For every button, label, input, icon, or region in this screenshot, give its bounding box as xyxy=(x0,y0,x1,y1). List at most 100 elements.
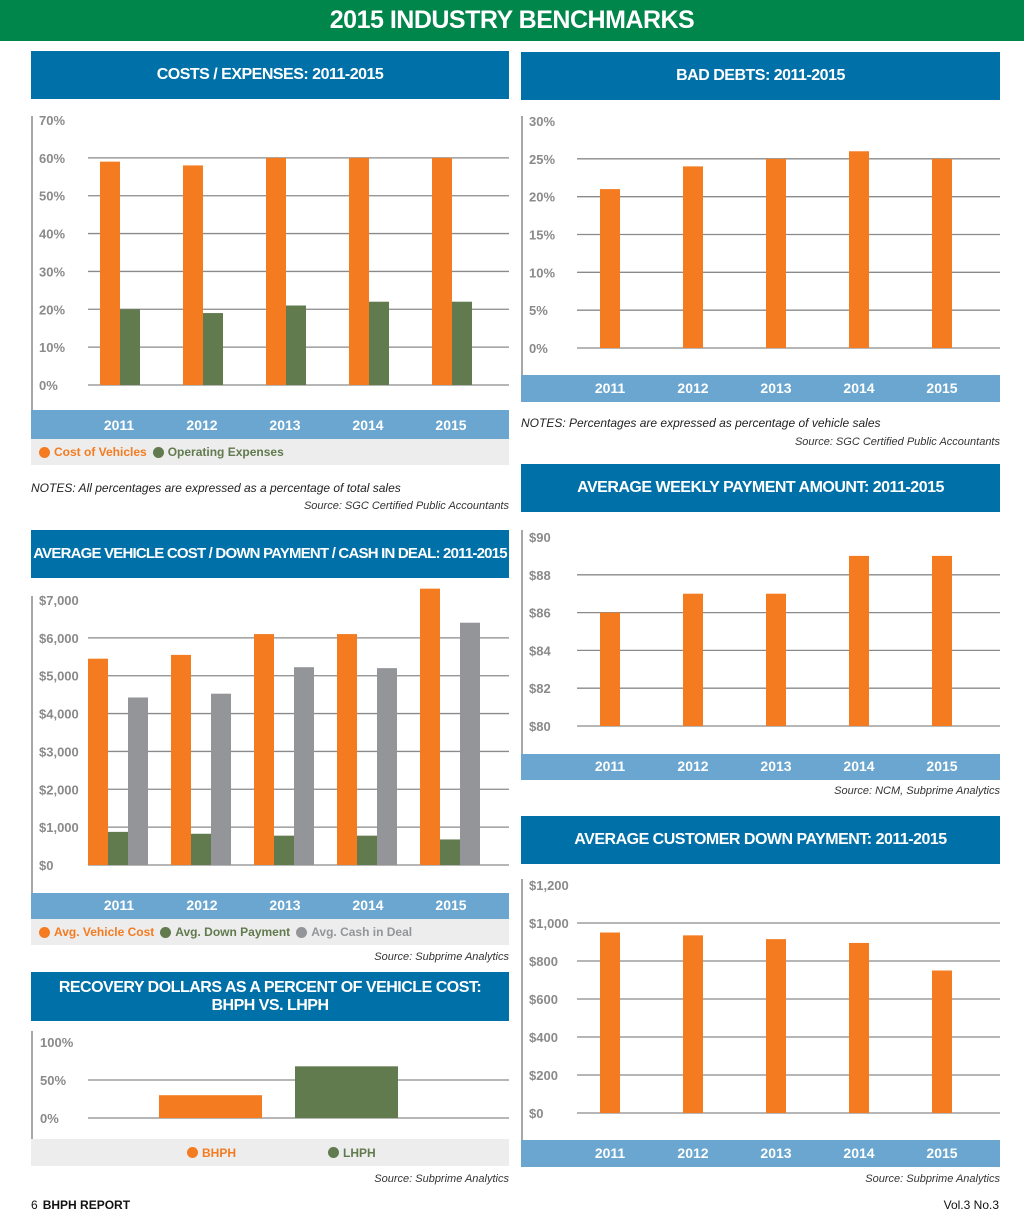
y-tick-label: 30% xyxy=(39,264,65,279)
costs-note: NOTES: All percentages are expressed as … xyxy=(31,481,401,495)
footer-publication: 6 BHPH REPORT xyxy=(31,1198,130,1212)
y-tick-label: 5% xyxy=(529,303,548,318)
down-payment-source: Source: Subprime Analytics xyxy=(865,1173,1000,1185)
costs-panel-title: COSTS / EXPENSES: 2011-2015 xyxy=(31,51,509,99)
x-tick-label: 2014 xyxy=(352,417,384,433)
bar-avg-down-payment-2013 xyxy=(274,835,294,865)
y-tick-label: $90 xyxy=(529,530,551,545)
x-tick-label: 2012 xyxy=(677,758,709,774)
y-tick-label: $800 xyxy=(529,954,558,969)
bad-debts-panel-title: BAD DEBTS: 2011-2015 xyxy=(521,52,1000,100)
vehicle-cost-chart: $0 $1,000 $2,000 $3,000 $4,000 $5,000 $6,000 $7… xyxy=(31,588,509,893)
y-tick-label: 15% xyxy=(529,228,555,243)
y-tick-label: $4,000 xyxy=(39,707,79,722)
page-number: 6 xyxy=(31,1198,38,1212)
y-tick-label: 30% xyxy=(529,114,555,129)
bar-avg-down-payment-2011 xyxy=(108,831,128,865)
recovery-title-line2: BHPH VS. LHPH xyxy=(211,996,329,1014)
y-tick-label: 60% xyxy=(39,151,65,166)
legend-item-operating-expenses: Operating Expenses xyxy=(152,445,284,459)
y-tick-label: 20% xyxy=(529,190,555,205)
bad-debts-note: NOTES: Percentages are expressed as perc… xyxy=(521,416,881,430)
bar-avg-weekly-payment-2014 xyxy=(849,555,869,726)
x-tick-label: 2015 xyxy=(926,1145,958,1161)
publication-name: BHPH REPORT xyxy=(42,1198,131,1212)
weekly-source: Source: NCM, Subprime Analytics xyxy=(834,785,1000,797)
bar-operating-expenses-2012 xyxy=(203,313,223,385)
bar-avg-down-payment-2015 xyxy=(440,839,460,865)
y-tick-label: $7,000 xyxy=(39,593,79,608)
y-tick-label: 50% xyxy=(39,189,65,204)
bar-operating-expenses-2015 xyxy=(452,301,472,385)
down-payment-panel-title: AVERAGE CUSTOMER DOWN PAYMENT: 2011-2015 xyxy=(521,816,1000,864)
x-tick-label: 2014 xyxy=(352,897,384,913)
vehicle-panel-title: AVERAGE VEHICLE COST / DOWN PAYMENT / CA… xyxy=(31,530,509,578)
x-tick-label: 2013 xyxy=(760,1145,792,1161)
bar-avg-customer-down-payment-2015 xyxy=(932,970,952,1113)
x-tick-label: 2012 xyxy=(677,1145,709,1161)
bar-avg-cash-in-deal-2015 xyxy=(460,622,480,865)
vehicle-legend: Avg. Vehicle Cost Avg. Down Payment Avg.… xyxy=(31,919,509,945)
bar-avg-down-payment-2012 xyxy=(191,833,211,865)
y-tick-label: $1,200 xyxy=(529,878,569,893)
y-tick-label: $82 xyxy=(529,681,551,696)
x-tick-label: 2015 xyxy=(435,897,467,913)
x-tick-label: 2014 xyxy=(843,1145,875,1161)
green-dot-icon xyxy=(152,446,164,458)
y-tick-label: $400 xyxy=(529,1030,558,1045)
y-tick-label: 40% xyxy=(39,227,65,242)
bar-avg-vehicle-cost-2014 xyxy=(337,634,357,865)
y-tick-label: 0% xyxy=(529,341,548,356)
costs-legend: Cost of Vehicles Operating Expenses xyxy=(31,439,509,465)
bar-avg-weekly-payment-2015 xyxy=(932,555,952,726)
costs-chart: 0% 10% 20% 30% 40% 50% 60% 70% xyxy=(31,113,509,410)
bar-avg-cash-in-deal-2014 xyxy=(377,668,397,865)
bar-avg-vehicle-cost-2012 xyxy=(171,654,191,865)
bar-avg-cash-in-deal-2012 xyxy=(211,693,231,865)
orange-dot-icon xyxy=(187,1147,198,1158)
y-tick-label: $200 xyxy=(529,1068,558,1083)
legend-item-cost-of-vehicles: Cost of Vehicles xyxy=(39,445,147,459)
y-tick-label: $86 xyxy=(529,606,551,621)
bad-debts-x-axis-bar xyxy=(521,375,1000,402)
bar-avg-vehicle-cost-2013 xyxy=(254,634,274,865)
costs-x-axis-bar xyxy=(31,410,509,439)
y-tick-label: 0% xyxy=(40,1111,59,1126)
y-tick-label: $3,000 xyxy=(39,744,79,759)
bar-avg-vehicle-cost-2015 xyxy=(420,588,440,865)
down-payment-x-axis-bar xyxy=(521,1140,1000,1167)
legend-item-avg-vehicle-cost: Avg. Vehicle Cost xyxy=(39,925,154,939)
bar-cost-of-vehicles-2012 xyxy=(183,165,203,385)
weekly-panel-title: AVERAGE WEEKLY PAYMENT AMOUNT: 2011-2015 xyxy=(521,464,1000,512)
gray-dot-icon xyxy=(296,926,308,938)
recovery-legend: BHPH LHPH xyxy=(31,1139,509,1166)
bar-avg-vehicle-cost-2011 xyxy=(88,658,108,865)
recovery-source: Source: Subprime Analytics xyxy=(374,1173,509,1185)
y-tick-label: $80 xyxy=(529,719,551,734)
y-tick-label: $6,000 xyxy=(39,631,79,646)
x-tick-label: 2015 xyxy=(926,758,958,774)
bar-avg-down-payment-2014 xyxy=(357,835,377,865)
x-tick-label: 2011 xyxy=(103,897,135,913)
legend-label: Avg. Vehicle Cost xyxy=(54,925,155,939)
legend-label: BHPH xyxy=(202,1145,237,1160)
bar-cost-of-vehicles-2013 xyxy=(266,157,286,385)
green-dot-icon xyxy=(328,1147,339,1158)
y-tick-label: 20% xyxy=(39,302,65,317)
down-payment-chart: $0 $200 $400 $600 $800 $1,000 $1,200 xyxy=(521,878,1000,1140)
legend-label: Operating Expenses xyxy=(167,445,284,459)
x-tick-label: 2014 xyxy=(843,380,875,396)
page-banner: 2015 INDUSTRY BENCHMARKS xyxy=(0,0,1024,41)
x-tick-label: 2014 xyxy=(843,758,875,774)
legend-label: LHPH xyxy=(343,1145,376,1160)
bad-debts-chart: 0% 5% 10% 15% 20% 25% 30% xyxy=(521,114,1000,375)
x-tick-label: 2011 xyxy=(103,417,135,433)
weekly-payment-chart: $80 $82 $84 $86 $88 $90 xyxy=(521,530,1000,754)
bar-bad-debts-2011 xyxy=(600,189,620,348)
bar-bad-debts-2012 xyxy=(683,166,703,348)
recovery-chart: 0% 50% 100% xyxy=(31,1031,509,1139)
legend-item-avg-cash-in-deal: Avg. Cash in Deal xyxy=(296,925,412,939)
bar-avg-weekly-payment-2012 xyxy=(683,593,703,726)
bar-operating-expenses-2011 xyxy=(120,309,140,385)
recovery-panel-title: RECOVERY DOLLARS AS A PERCENT OF VEHICLE… xyxy=(31,972,509,1021)
